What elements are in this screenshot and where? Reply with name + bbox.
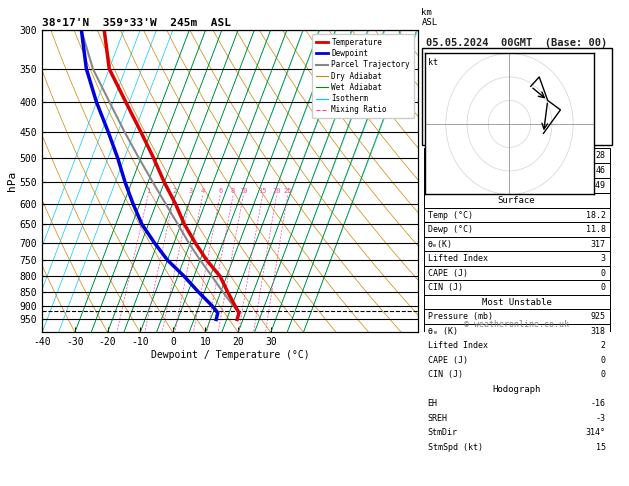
Text: 3: 3 [189, 188, 192, 194]
Text: -3: -3 [596, 414, 606, 423]
Text: 0: 0 [601, 356, 606, 364]
Text: Lifted Index: Lifted Index [428, 254, 487, 263]
Text: CIN (J): CIN (J) [428, 370, 462, 379]
Text: 6: 6 [218, 188, 222, 194]
Bar [424, 193, 610, 208]
Text: Totals Totals: Totals Totals [428, 166, 493, 175]
Text: Pressure (mb): Pressure (mb) [428, 312, 493, 321]
Text: 28: 28 [596, 151, 606, 160]
Text: 8: 8 [231, 188, 235, 194]
Text: 25: 25 [284, 188, 292, 194]
Y-axis label: hPa: hPa [7, 171, 17, 191]
Text: 11.8: 11.8 [586, 225, 606, 234]
Text: Lifted Index: Lifted Index [428, 341, 487, 350]
Text: -3: -3 [423, 240, 434, 249]
Text: 314°: 314° [586, 428, 606, 437]
Bar [424, 178, 610, 193]
Text: 05.05.2024  00GMT  (Base: 00): 05.05.2024 00GMT (Base: 00) [426, 37, 607, 48]
Bar [424, 266, 610, 280]
Text: 0: 0 [601, 269, 606, 278]
Text: 0: 0 [601, 370, 606, 379]
Text: -2: -2 [423, 273, 434, 282]
X-axis label: Dewpoint / Temperature (°C): Dewpoint / Temperature (°C) [151, 350, 309, 360]
Text: © weatheronline.co.uk: © weatheronline.co.uk [464, 320, 569, 330]
Text: Temp (°C): Temp (°C) [428, 210, 472, 220]
Text: 46: 46 [596, 166, 606, 175]
Bar [424, 397, 610, 411]
Bar [424, 310, 610, 324]
Text: K: K [428, 151, 433, 160]
Text: 20: 20 [272, 188, 281, 194]
Text: CAPE (J): CAPE (J) [428, 269, 467, 278]
Text: -16: -16 [591, 399, 606, 408]
Text: -4: -4 [423, 207, 434, 216]
Text: 18.2: 18.2 [586, 210, 606, 220]
Text: 2: 2 [172, 188, 177, 194]
Text: StmDir: StmDir [428, 428, 458, 437]
Bar [424, 411, 610, 425]
Text: 2: 2 [601, 341, 606, 350]
Text: Dewp (°C): Dewp (°C) [428, 225, 472, 234]
Text: kt: kt [428, 58, 438, 67]
Text: 3: 3 [601, 254, 606, 263]
Text: Surface: Surface [498, 196, 535, 205]
Text: -1LCL: -1LCL [423, 307, 448, 316]
Bar [424, 295, 610, 310]
Bar [424, 382, 610, 397]
Text: 318: 318 [591, 327, 606, 336]
Text: 2.49: 2.49 [586, 181, 606, 190]
Text: 925: 925 [591, 312, 606, 321]
Text: 38°17'N  359°33'W  245m  ASL: 38°17'N 359°33'W 245m ASL [42, 18, 231, 28]
Text: CAPE (J): CAPE (J) [428, 356, 467, 364]
Text: EH: EH [428, 399, 438, 408]
Text: -6: -6 [423, 139, 434, 148]
Bar [424, 237, 610, 251]
Bar [424, 353, 610, 367]
Text: Hodograph: Hodograph [493, 385, 541, 394]
Bar [424, 163, 610, 178]
Text: θₑ(K): θₑ(K) [428, 240, 453, 249]
Text: CIN (J): CIN (J) [428, 283, 462, 292]
Text: -8: -8 [423, 70, 434, 79]
Bar [424, 367, 610, 382]
Bar [424, 338, 610, 353]
Bar [424, 251, 610, 266]
Text: StmSpd (kt): StmSpd (kt) [428, 443, 482, 451]
Text: -5: -5 [423, 174, 434, 183]
Text: 15: 15 [258, 188, 267, 194]
Text: PW (cm): PW (cm) [428, 181, 462, 190]
Text: -1: -1 [423, 305, 434, 314]
Text: 15: 15 [596, 443, 606, 451]
Legend: Temperature, Dewpoint, Parcel Trajectory, Dry Adiabat, Wet Adiabat, Isotherm, Mi: Temperature, Dewpoint, Parcel Trajectory… [313, 34, 414, 118]
Text: 317: 317 [591, 240, 606, 249]
Bar [424, 208, 610, 222]
Text: 1: 1 [146, 188, 150, 194]
Text: 10: 10 [239, 188, 247, 194]
Bar [424, 324, 610, 338]
Bar [424, 440, 610, 454]
Bar [424, 280, 610, 295]
Bar [421, 48, 611, 145]
Text: 8: 8 [440, 69, 446, 80]
Text: 4: 4 [201, 188, 205, 194]
Bar [424, 222, 610, 237]
Text: -7: -7 [423, 104, 434, 114]
Text: SREH: SREH [428, 414, 448, 423]
Text: θₑ (K): θₑ (K) [428, 327, 458, 336]
Text: Most Unstable: Most Unstable [482, 297, 552, 307]
Text: 0: 0 [601, 283, 606, 292]
Bar [424, 425, 610, 440]
Bar [424, 148, 610, 163]
Text: km
ASL: km ASL [421, 8, 438, 27]
